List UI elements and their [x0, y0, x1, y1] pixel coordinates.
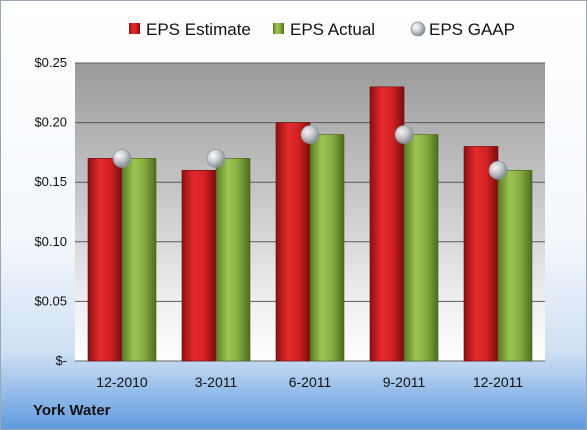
legend-label: EPS GAAP [429, 20, 515, 39]
company-name: York Water [33, 402, 111, 419]
x-category-label: 3-2011 [195, 374, 238, 390]
gaap-marker-12-2011 [488, 160, 508, 180]
actual-bar-6-2011 [309, 134, 345, 362]
estimate-bar-6-2011 [275, 122, 311, 362]
x-category-label: 6-2011 [289, 374, 332, 390]
actual-bar-3-2011 [215, 158, 251, 362]
y-axis-ticks: $0.25 $0.20 $0.15 $0.10 $0.05 $- [34, 55, 67, 368]
y-tick-label: $0.05 [34, 293, 67, 308]
estimate-bar-12-2011 [463, 146, 499, 362]
x-category-label: 12-2011 [473, 374, 524, 390]
bars [87, 86, 533, 362]
y-tick-label: $0.15 [34, 174, 67, 189]
y-tick-label: $0.10 [34, 234, 67, 249]
y-tick-label: $0.20 [34, 115, 67, 130]
y-tick-label: $0.25 [34, 55, 67, 70]
actual-bar-9-2011 [403, 134, 439, 362]
x-axis-categories: 12-2010 3-2011 6-2011 9-2011 12-2011 [96, 374, 523, 390]
gaap-marker-3-2011 [206, 148, 226, 168]
actual-bar-12-2011 [497, 169, 533, 362]
gaap-marker-12-2010 [112, 148, 132, 168]
gaap-marker-9-2011 [394, 125, 414, 144]
x-category-label: 9-2011 [383, 374, 426, 390]
gaap-markers [112, 125, 508, 180]
x-category-label: 12-2010 [96, 374, 148, 390]
legend: EPS Estimate EPS Actual EPS GAAP [129, 20, 515, 39]
gaap-marker-6-2011 [300, 125, 320, 144]
legend-swatch-2 [410, 21, 426, 37]
legend-swatch-1 [273, 23, 284, 34]
legend-swatch-0 [129, 23, 140, 34]
estimate-bar-12-2010 [87, 158, 123, 362]
legend-label: EPS Estimate [146, 20, 251, 39]
y-tick-label: $- [55, 353, 67, 368]
actual-bar-12-2010 [121, 158, 157, 362]
legend-label: EPS Actual [290, 20, 375, 39]
estimate-bar-3-2011 [181, 169, 217, 362]
